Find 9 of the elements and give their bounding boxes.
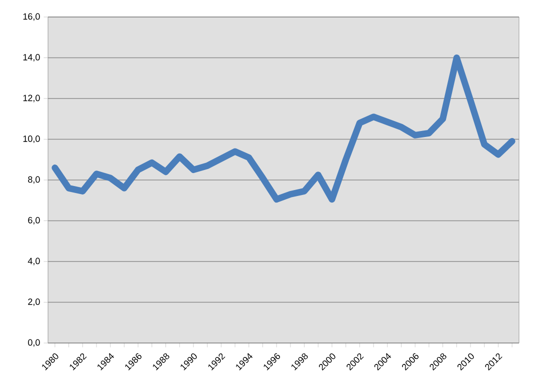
y-tick-label: 16,0: [23, 13, 40, 21]
y-tick-label: 0,0: [28, 339, 40, 347]
y-tick-label: 8,0: [28, 176, 40, 184]
y-tick-label: 14,0: [23, 54, 40, 62]
y-tick-label: 2,0: [28, 298, 40, 306]
y-tick-label: 12,0: [23, 94, 40, 102]
y-tick-label: 10,0: [23, 136, 40, 143]
y-tick-label: 6,0: [28, 217, 40, 224]
y-tick-label: 4,0: [28, 258, 40, 266]
